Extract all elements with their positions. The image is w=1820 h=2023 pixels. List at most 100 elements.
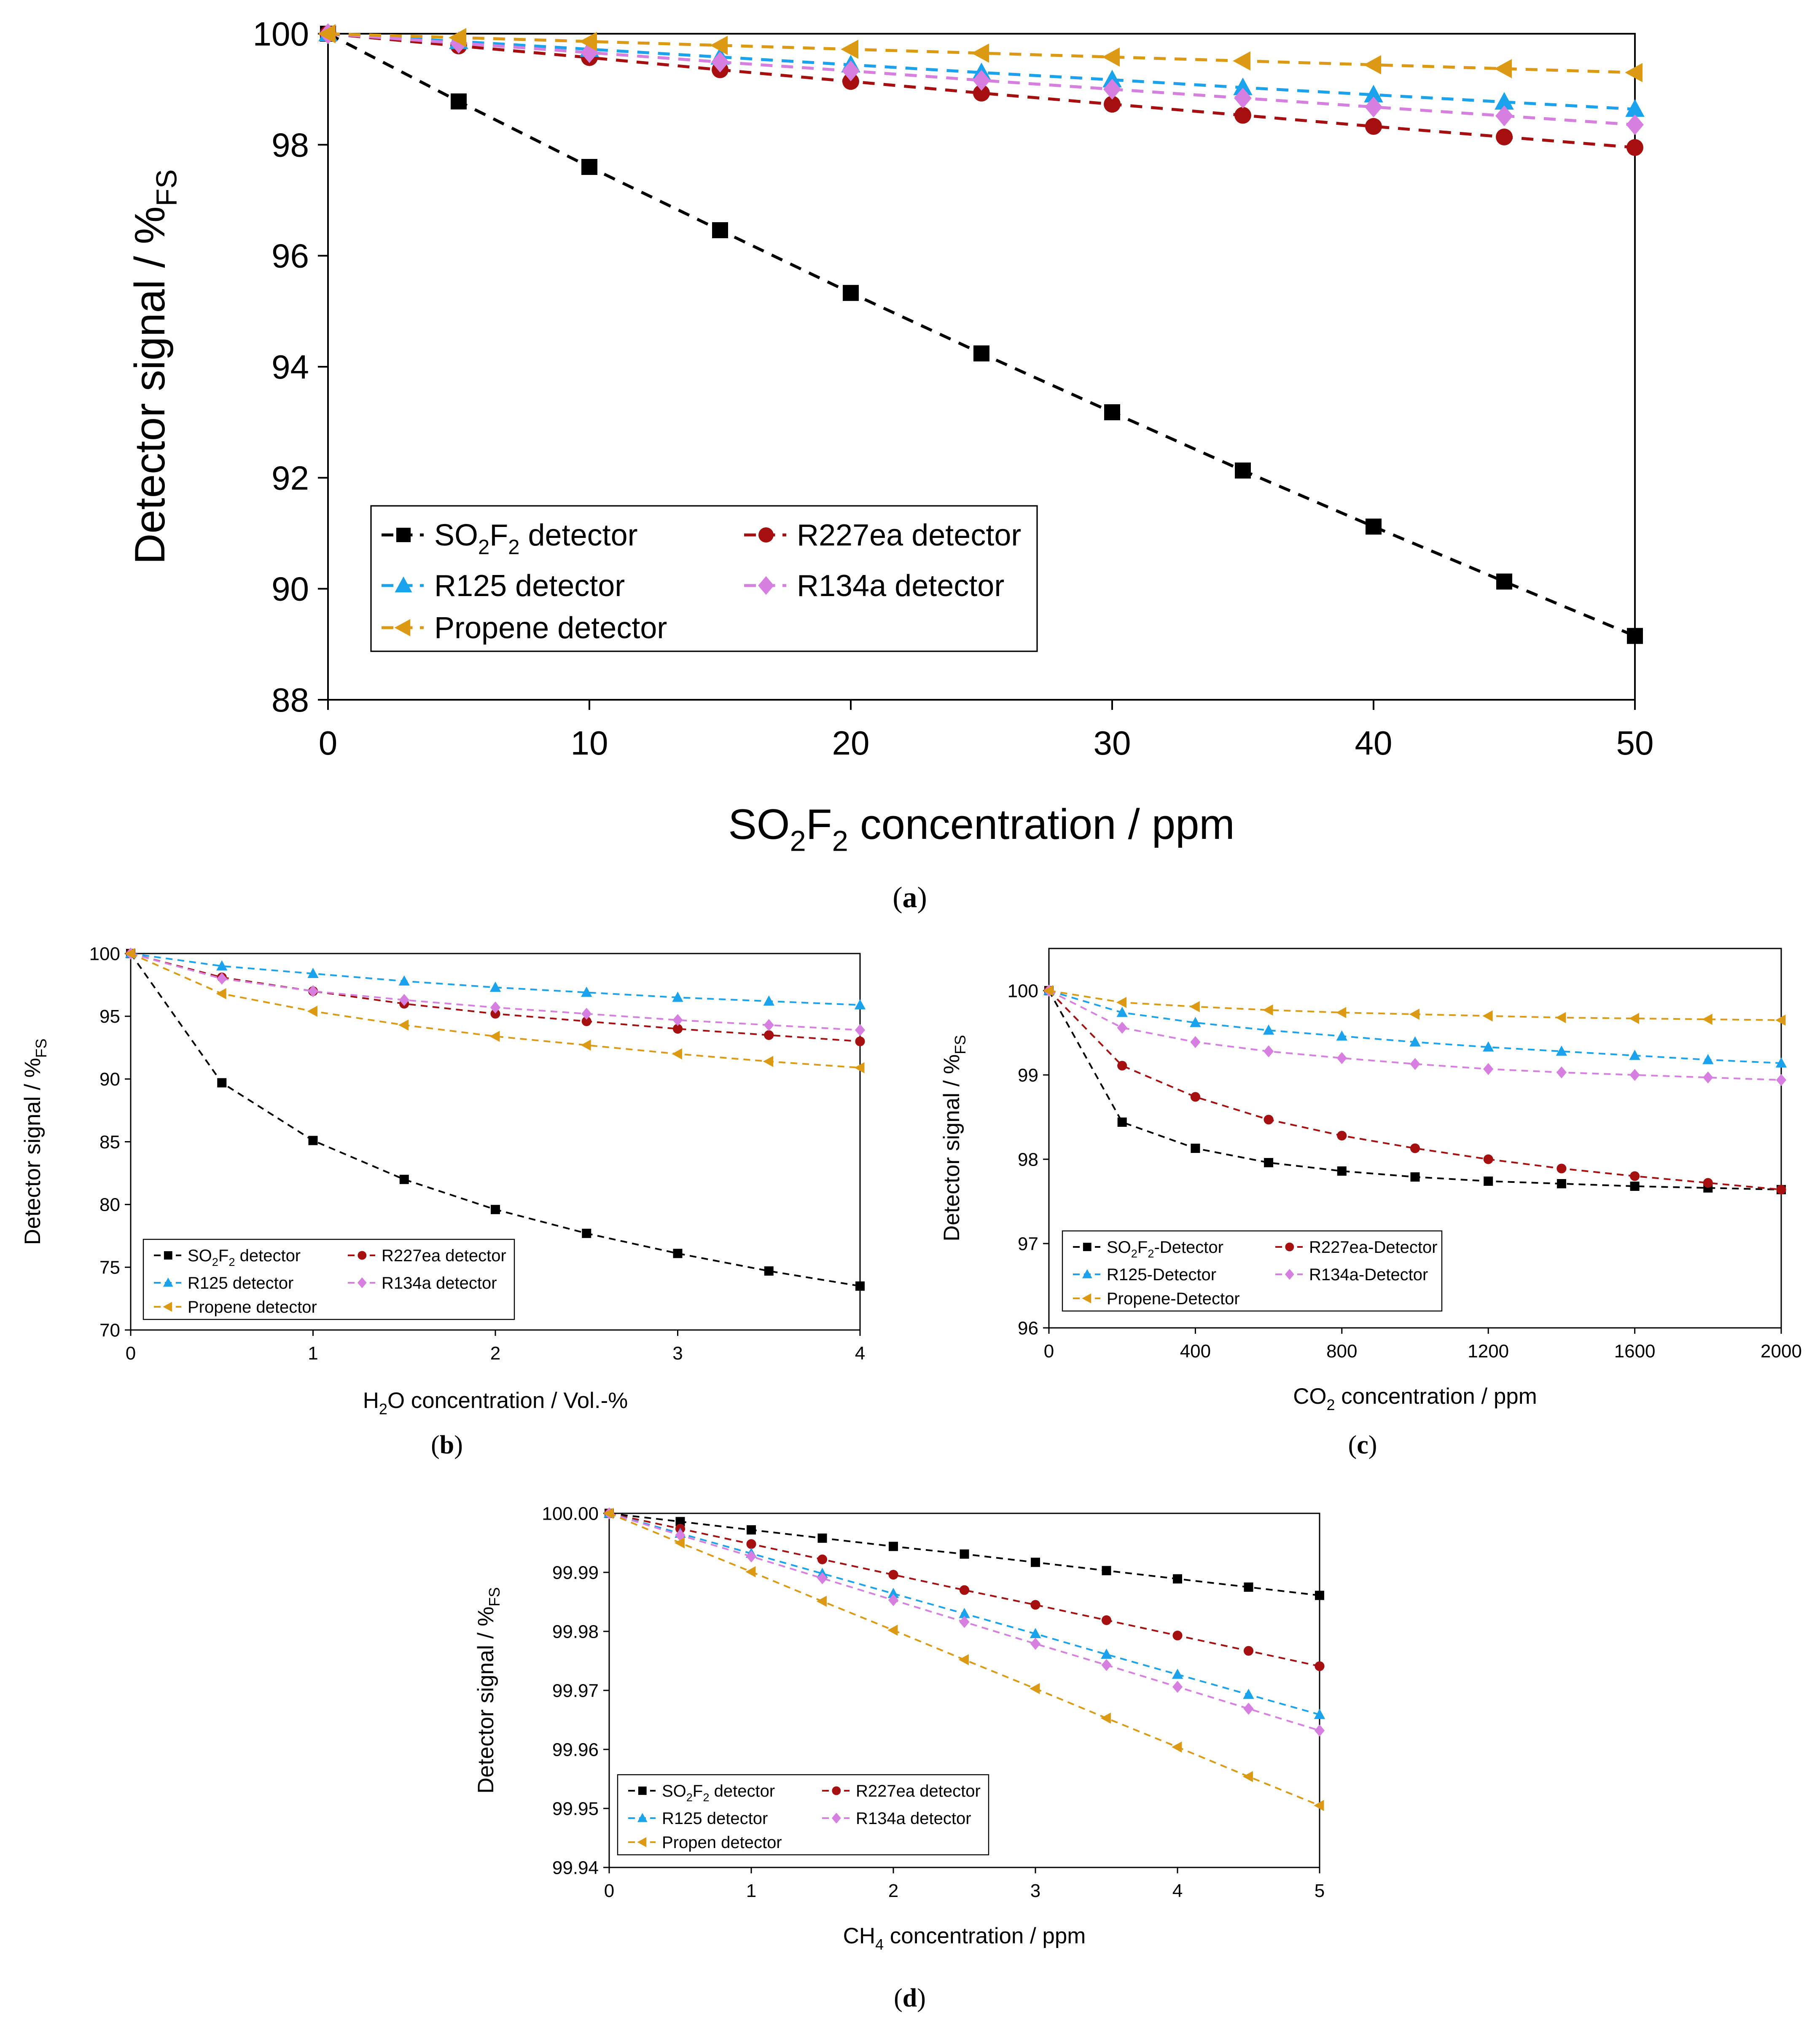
data-point [1556, 1066, 1567, 1079]
data-point [1104, 96, 1121, 113]
data-point [1626, 139, 1643, 156]
legend: SO2F2 detector R227ea detector R125 detect… [370, 505, 1038, 652]
data-point [1629, 1050, 1640, 1060]
data-point [1116, 997, 1127, 1008]
data-point [1264, 1115, 1274, 1125]
data-point [674, 1537, 685, 1549]
series-propen-detector [603, 1507, 1324, 1811]
y-tick-label: 99.95 [552, 1798, 599, 1819]
series-line [1048, 990, 1782, 1190]
data-point [1172, 1631, 1183, 1641]
series-r125-detector [125, 948, 866, 1010]
x-tick-label: 800 [1326, 1341, 1357, 1362]
data-point [1314, 1709, 1325, 1719]
data-point [1494, 59, 1512, 78]
data-point [672, 1024, 683, 1034]
legend-box [617, 1774, 989, 1856]
series-r227ea-detector [126, 948, 865, 1046]
legend-marker [831, 1813, 841, 1824]
legend-marker [357, 1277, 367, 1288]
data-point [307, 1005, 317, 1017]
data-point [1172, 1668, 1183, 1679]
legend-marker [758, 576, 774, 595]
y-tick-label: 94 [272, 348, 309, 386]
data-point [581, 986, 592, 997]
data-point [308, 1136, 318, 1145]
legend-label: Propene-Detector [1107, 1290, 1240, 1308]
data-point [1629, 1013, 1640, 1024]
data-point [1483, 1041, 1494, 1052]
series-r125-detector [603, 1507, 1325, 1719]
data-point [1190, 1092, 1200, 1102]
data-point [1263, 1024, 1274, 1035]
data-point [1314, 1800, 1324, 1811]
data-point [1030, 1628, 1041, 1639]
data-point [973, 84, 990, 102]
legend-box [1062, 1230, 1443, 1312]
series-r227ea-detector [604, 1508, 1325, 1671]
data-point [1364, 85, 1383, 102]
y-tick-label: 98 [272, 126, 309, 164]
data-point [959, 1608, 970, 1618]
data-point [1030, 1683, 1040, 1694]
data-point [1409, 1036, 1421, 1047]
legend-marker [395, 576, 412, 593]
data-point [1101, 1615, 1112, 1625]
data-point [1336, 1052, 1347, 1064]
data-point [747, 1525, 756, 1535]
data-point [1233, 51, 1251, 71]
data-point [1244, 1582, 1253, 1592]
y-tick-label: 99.98 [552, 1621, 599, 1642]
data-point [1264, 1045, 1274, 1058]
data-point [1410, 1172, 1420, 1182]
data-point [581, 1016, 591, 1026]
legend: SO2F2 detector R227ea detector R125 detect… [142, 1239, 515, 1320]
y-tick-label: 92 [272, 459, 309, 497]
data-point [1363, 55, 1382, 75]
data-point [216, 960, 228, 971]
data-point [855, 1281, 865, 1291]
data-point [449, 28, 467, 48]
series-r227ea-detector [1044, 986, 1786, 1195]
data-point [958, 1654, 969, 1666]
data-point [1337, 1166, 1347, 1176]
data-point [398, 1019, 409, 1031]
data-point [1235, 462, 1251, 479]
x-tick-label: 2 [888, 1881, 898, 1901]
data-point [672, 1048, 682, 1060]
legend: SO2F2-Detector R227ea-Detector R125-Detect… [1062, 1230, 1443, 1312]
y-tick-label: 100.00 [542, 1503, 599, 1524]
data-point [1102, 70, 1122, 88]
data-point [1775, 1057, 1787, 1068]
data-point [1484, 1177, 1493, 1186]
data-point [1242, 1771, 1253, 1782]
data-point [763, 1019, 774, 1031]
data-point [1172, 1681, 1183, 1693]
legend-label: R125-Detector [1107, 1265, 1216, 1284]
data-point [581, 1007, 592, 1020]
data-point [1102, 47, 1120, 67]
data-point [889, 1542, 898, 1551]
x-tick-label: 4 [855, 1343, 865, 1364]
data-point [1702, 1054, 1714, 1064]
x-tick-label: 2 [490, 1343, 500, 1364]
data-point [1172, 1741, 1182, 1753]
series-r134a-detector [604, 1507, 1325, 1737]
legend-marker [1082, 1293, 1091, 1303]
data-point [1483, 1063, 1494, 1075]
data-point [1030, 1638, 1041, 1650]
panel-label: (a) [893, 881, 927, 914]
x-tick-label: 0 [319, 724, 338, 762]
legend-label: SO2F2 detector [188, 1247, 301, 1268]
y-tick-label: 88 [272, 681, 309, 719]
data-point [603, 1507, 614, 1519]
data-point [1116, 1007, 1128, 1017]
series-r125-detector [1043, 985, 1787, 1068]
y-tick-label: 99.94 [552, 1857, 599, 1878]
data-point [398, 975, 410, 986]
legend-label: Propene detector [188, 1298, 317, 1316]
data-point [1625, 99, 1645, 117]
data-point [1315, 1661, 1325, 1671]
series-line [1048, 990, 1782, 1190]
